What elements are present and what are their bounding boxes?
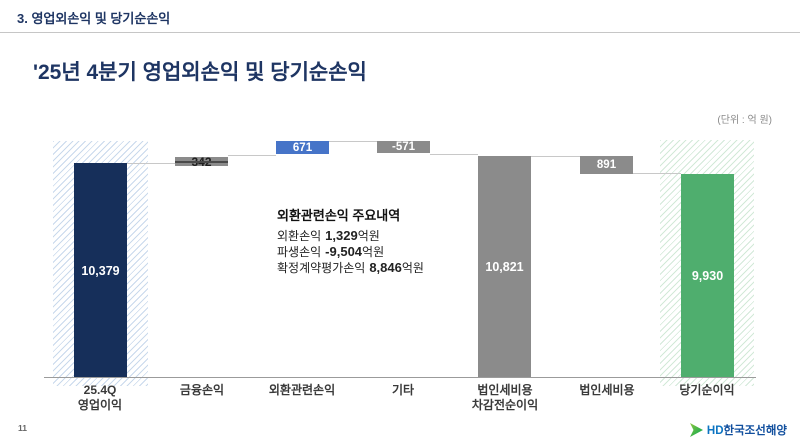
page-number: 11 bbox=[18, 423, 27, 433]
axis-label-line: 당기순이익 bbox=[679, 383, 735, 397]
annotation-item-suffix: 억원 bbox=[401, 261, 424, 275]
axis-label-line: 차감전순이익 bbox=[471, 398, 539, 412]
axis-label-line: 금융손익 bbox=[179, 383, 225, 397]
axis-label-fx-income: 외환관련손익 bbox=[247, 383, 357, 398]
annotation-item-name: 파생손익 bbox=[277, 245, 322, 259]
annotation-item-value: 8,846 bbox=[369, 260, 402, 275]
annotation-line: 외환손익 1,329억원 bbox=[277, 228, 424, 244]
annotation-item-value: 1,329 bbox=[325, 228, 358, 243]
bar-value-income-tax: 891 bbox=[596, 159, 617, 171]
connector-line bbox=[531, 156, 580, 157]
annotation-item-name: 확정계약평가손익 bbox=[277, 261, 366, 275]
bar-income-tax: 891 bbox=[580, 156, 633, 174]
connector-line bbox=[329, 141, 377, 142]
company-logo: HD한국조선해양 bbox=[689, 422, 787, 438]
axis-label-pretax-income: 법인세비용 차감전순이익 bbox=[450, 383, 560, 413]
annotation-item-suffix: 억원 bbox=[357, 229, 380, 243]
logo-hd: HD bbox=[706, 425, 724, 437]
connector-line bbox=[127, 163, 175, 164]
axis-label-financial-income: 금융손익 bbox=[147, 383, 257, 398]
axis-label-line: 기타 bbox=[391, 383, 415, 397]
logo-chevron-icon bbox=[689, 423, 703, 437]
header-divider bbox=[0, 32, 800, 33]
x-axis-line bbox=[44, 377, 756, 378]
annotation-item-suffix: 억원 bbox=[362, 245, 385, 259]
axis-label-income-tax: 법인세비용 bbox=[552, 383, 662, 398]
logo-text: HD한국조선해양 bbox=[707, 422, 787, 438]
annotation-title: 외환관련손익 주요내역 bbox=[277, 208, 401, 223]
connector-line bbox=[430, 154, 478, 155]
axis-label-line: 법인세비용 bbox=[579, 383, 635, 397]
bar-pretax-income: 10,821 bbox=[478, 156, 531, 378]
connector-line bbox=[633, 173, 681, 174]
annotation-line: 확정계약평가손익 8,846억원 bbox=[277, 260, 424, 276]
logo-company-name: 한국조선해양 bbox=[723, 425, 787, 437]
axis-label-line: 25.4Q bbox=[83, 383, 117, 397]
annotation-item-value: -9,504 bbox=[325, 244, 363, 259]
axis-label-line: 법인세비용 bbox=[477, 383, 533, 397]
connector-line-through-bar bbox=[175, 161, 228, 163]
axis-label-line: 외환관련손익 bbox=[268, 383, 336, 397]
axis-label-net-income: 당기순이익 bbox=[652, 383, 762, 398]
bar-value-net-income: 9,930 bbox=[691, 269, 724, 283]
fx-annotation: 외환관련손익 주요내역 외환손익 1,329억원 파생손익 -9,504억원 확정계… bbox=[277, 205, 424, 276]
axis-label-others: 기타 bbox=[348, 383, 458, 398]
bar-value-pretax-income: 10,821 bbox=[485, 260, 524, 274]
connector-line bbox=[228, 155, 276, 156]
bar-net-income: 9,930 bbox=[681, 174, 734, 378]
axis-label-line: 영업이익 bbox=[77, 398, 123, 412]
unit-label: (단위 : 억 원) bbox=[717, 115, 772, 126]
bar-fx-income: 671 bbox=[276, 141, 329, 154]
section-title: 3. 영업외손익 및 당기순손익 bbox=[17, 11, 171, 26]
slide-title: '25년 4분기 영업외손익 및 당기순손익 bbox=[33, 61, 367, 84]
bar-value-others: -571 bbox=[391, 141, 416, 153]
axis-label-operating-profit: 25.4Q 영업이익 bbox=[45, 383, 155, 413]
bar-others: -571 bbox=[377, 141, 430, 153]
bar-value-operating-profit: 10,379 bbox=[81, 263, 120, 278]
annotation-line: 파생손익 -9,504억원 bbox=[277, 244, 424, 260]
bar-value-fx-income: 671 bbox=[292, 141, 313, 154]
annotation-item-name: 외환손익 bbox=[277, 229, 322, 243]
bar-operating-profit: 10,379 bbox=[74, 163, 127, 378]
